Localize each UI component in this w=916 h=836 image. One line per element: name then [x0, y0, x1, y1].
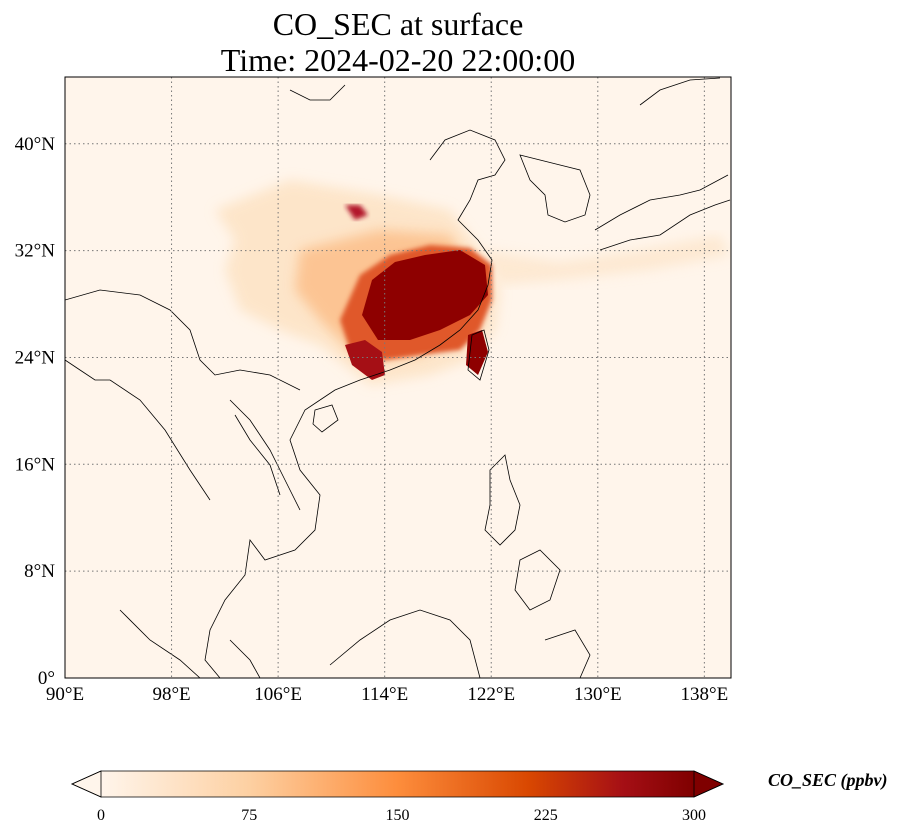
colorbar-tick-label: 300: [682, 807, 706, 824]
lon-tick-label: 138°E: [681, 684, 729, 705]
longitude-tick-labels: 90°E 98°E 106°E 114°E 122°E 130°E 138°E: [46, 684, 728, 705]
coastlines: [65, 77, 731, 678]
colorbar-extend-min: [71, 770, 102, 798]
lat-tick-label: 0°: [38, 668, 55, 689]
colorbar: 0 75 150 225 300: [71, 770, 724, 824]
lat-tick-label: 40°N: [15, 134, 56, 155]
colorbar-tick-label: 0: [97, 807, 105, 824]
lat-tick-label: 24°N: [15, 347, 56, 368]
colorbar-outline: [71, 770, 724, 798]
colorbar-tick-label: 75: [241, 807, 257, 824]
map-frame: [64, 76, 732, 679]
lon-tick-label: 90°E: [46, 684, 84, 705]
map-title: CO_SEC at surface: [272, 6, 524, 42]
lon-tick-label: 122°E: [467, 684, 515, 705]
colorbar-gradient: [101, 771, 694, 797]
lat-tick-label: 32°N: [15, 241, 56, 262]
colorbar-label: CO_SEC (ppbv): [768, 770, 888, 790]
lon-tick-label: 98°E: [152, 684, 190, 705]
colorbar-tick-label: 150: [386, 807, 410, 824]
colorbar-extend-max: [693, 770, 724, 798]
lon-tick-label: 106°E: [254, 684, 302, 705]
lon-tick-label: 130°E: [574, 684, 622, 705]
lat-tick-label: 16°N: [15, 454, 56, 475]
colorbar-tick-labels: 0 75 150 225 300: [97, 807, 706, 824]
lat-tick-label: 8°N: [24, 561, 55, 582]
colorbar-tick-label: 225: [534, 807, 558, 824]
concentration-field: [215, 180, 730, 385]
map-time-subtitle: Time: 2024-02-20 22:00:00: [220, 42, 576, 78]
lon-tick-label: 114°E: [361, 684, 408, 705]
latitude-tick-labels: 0° 8°N 16°N 24°N 32°N 40°N: [15, 134, 56, 689]
